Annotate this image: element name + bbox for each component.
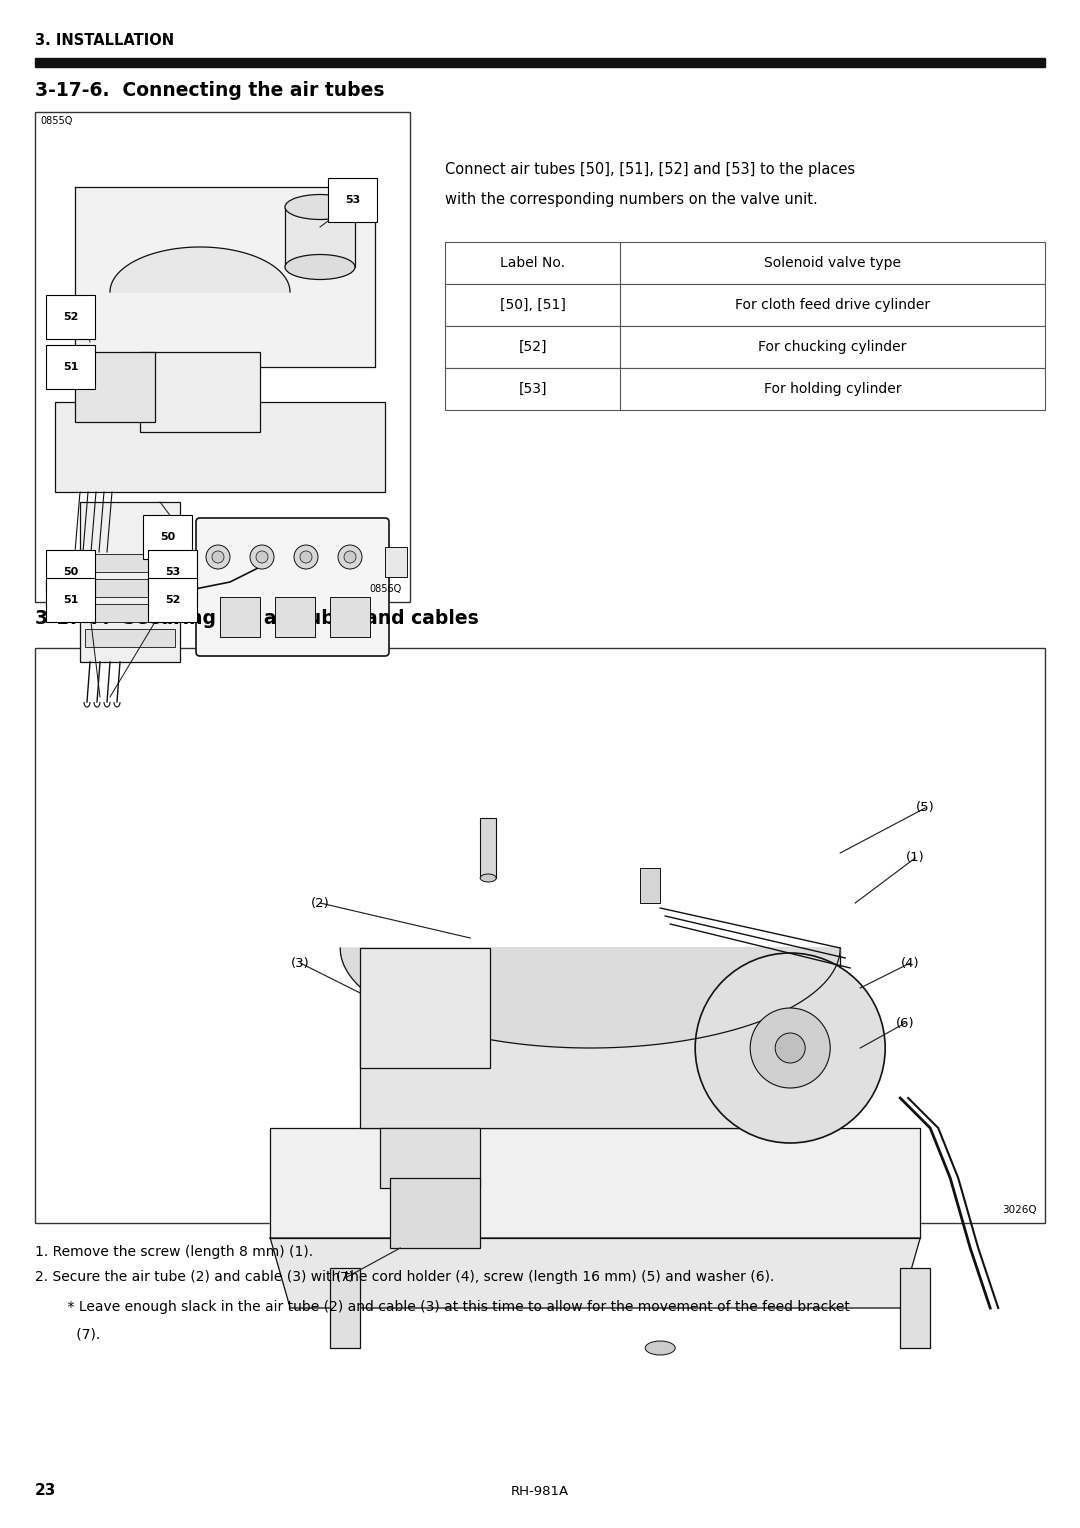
Polygon shape	[361, 947, 840, 1128]
Text: (2): (2)	[311, 897, 329, 909]
Text: 0855Q: 0855Q	[40, 116, 72, 125]
Bar	[330, 1268, 361, 1348]
Text: Label No.: Label No.	[500, 257, 565, 270]
Bar	[220, 597, 260, 637]
Bar	[445, 325, 1045, 368]
Bar	[80, 503, 180, 662]
Text: 51: 51	[63, 594, 79, 605]
Bar	[35, 648, 1045, 1222]
Bar	[275, 597, 315, 637]
Polygon shape	[340, 947, 840, 1048]
Bar	[330, 597, 370, 637]
Bar	[481, 817, 496, 879]
Text: [53]: [53]	[518, 382, 546, 396]
Text: with the corresponding numbers on the valve unit.: with the corresponding numbers on the va…	[445, 193, 818, 206]
Text: 3-17-6.  Connecting the air tubes: 3-17-6. Connecting the air tubes	[35, 81, 384, 99]
Bar	[35, 112, 410, 602]
Circle shape	[206, 545, 230, 568]
Text: 3-17-7.  Securing the air tubes and cables: 3-17-7. Securing the air tubes and cable…	[35, 610, 478, 628]
Circle shape	[775, 1033, 806, 1063]
Polygon shape	[75, 186, 375, 367]
Text: (1): (1)	[906, 851, 924, 865]
Text: * Leave enough slack in the air tube (2) and cable (3) at this time to allow for: * Leave enough slack in the air tube (2)…	[50, 1300, 850, 1314]
Circle shape	[345, 552, 356, 562]
Polygon shape	[270, 1238, 920, 1308]
Text: 53: 53	[165, 567, 180, 578]
Circle shape	[249, 545, 274, 568]
Ellipse shape	[285, 255, 355, 280]
Circle shape	[212, 552, 224, 562]
Bar	[140, 351, 260, 432]
Text: 2. Secure the air tube (2) and cable (3) with the cord holder (4), screw (length: 2. Secure the air tube (2) and cable (3)…	[35, 1270, 774, 1284]
Bar	[445, 368, 1045, 410]
Text: For cloth feed drive cylinder: For cloth feed drive cylinder	[734, 298, 930, 312]
Bar	[85, 630, 175, 646]
Polygon shape	[270, 1128, 920, 1238]
Text: 53: 53	[345, 196, 361, 205]
Text: (6): (6)	[896, 1016, 915, 1030]
Text: (3): (3)	[291, 957, 310, 969]
Bar	[85, 604, 175, 622]
Bar	[640, 868, 660, 903]
Bar	[35, 58, 1045, 67]
Circle shape	[256, 552, 268, 562]
Circle shape	[751, 1008, 831, 1088]
Text: 50: 50	[63, 567, 78, 578]
Text: Connect air tubes [50], [51], [52] and [53] to the places: Connect air tubes [50], [51], [52] and […	[445, 162, 855, 177]
Text: 3. INSTALLATION: 3. INSTALLATION	[35, 34, 174, 47]
Text: 52: 52	[63, 312, 79, 322]
Text: 1. Remove the screw (length 8 mm) (1).: 1. Remove the screw (length 8 mm) (1).	[35, 1245, 313, 1259]
Text: 3026Q: 3026Q	[1002, 1206, 1037, 1215]
Text: For holding cylinder: For holding cylinder	[764, 382, 901, 396]
Text: (7): (7)	[336, 1271, 354, 1285]
Text: (5): (5)	[916, 802, 934, 814]
Text: 23: 23	[35, 1484, 56, 1497]
Bar	[55, 402, 384, 492]
Bar	[361, 947, 490, 1068]
Circle shape	[696, 953, 886, 1143]
Bar	[75, 351, 156, 422]
Ellipse shape	[481, 874, 496, 882]
Circle shape	[294, 545, 318, 568]
Bar	[445, 284, 1045, 325]
Bar	[285, 206, 355, 267]
Ellipse shape	[645, 1342, 675, 1355]
Ellipse shape	[285, 194, 355, 220]
Text: Solenoid valve type: Solenoid valve type	[764, 257, 901, 270]
Bar	[380, 1128, 481, 1187]
Text: (7).: (7).	[50, 1328, 100, 1342]
Bar	[85, 579, 175, 597]
Bar	[901, 1268, 930, 1348]
Text: 0856Q: 0856Q	[369, 584, 402, 594]
FancyBboxPatch shape	[195, 518, 389, 656]
Text: (4): (4)	[901, 957, 919, 969]
Text: For chucking cylinder: For chucking cylinder	[758, 341, 907, 354]
Bar	[384, 547, 407, 578]
Bar	[85, 555, 175, 571]
Circle shape	[300, 552, 312, 562]
Text: [52]: [52]	[518, 341, 546, 354]
Text: RH-981A: RH-981A	[511, 1485, 569, 1497]
Text: [50], [51]: [50], [51]	[500, 298, 566, 312]
Text: 51: 51	[63, 362, 79, 371]
Polygon shape	[110, 248, 291, 292]
Circle shape	[338, 545, 362, 568]
Text: 50: 50	[160, 532, 175, 542]
Text: 52: 52	[165, 594, 180, 605]
Bar	[390, 1178, 481, 1248]
Bar	[445, 241, 1045, 284]
